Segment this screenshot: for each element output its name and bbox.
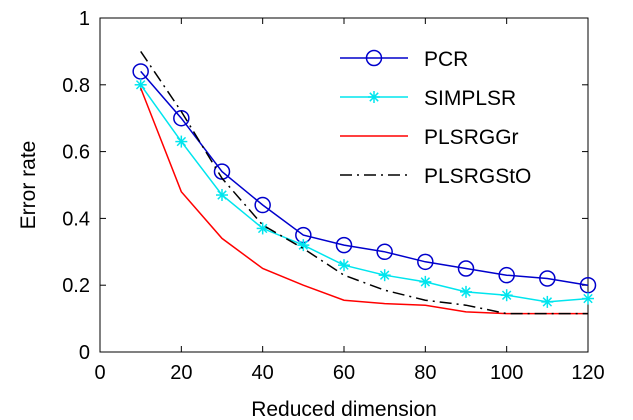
x-tick-label: 40	[252, 362, 274, 384]
x-tick-label: 0	[94, 362, 105, 384]
data-point-simplsr	[297, 239, 310, 252]
x-tick-label: 20	[170, 362, 192, 384]
y-tick-label: 0.8	[62, 75, 90, 97]
legend: PCR SIMPLSR PLSRGGr PLSRGStO	[340, 48, 531, 188]
y-tick-label: 0.4	[62, 208, 90, 230]
legend-marker-simplsr	[368, 91, 380, 103]
legend-label-simplsr: SIMPLSR	[424, 87, 516, 110]
data-point-simplsr	[582, 292, 594, 305]
data-point-pcr	[173, 109, 190, 127]
data-point-simplsr-stroke	[542, 297, 553, 307]
data-point-simplsr	[378, 269, 391, 282]
data-point-simplsr	[256, 222, 269, 235]
series-layer	[132, 50, 597, 315]
legend-item-plsrggr: PLSRGGr	[340, 126, 519, 149]
y-tick-label: 0	[79, 342, 90, 364]
y-axis-label: Error rate	[17, 141, 40, 230]
data-point-simplsr	[460, 285, 472, 298]
legend-marker-simplsr-stroke	[369, 92, 379, 102]
data-point-pcr	[254, 196, 271, 214]
y-tick-label: 0.2	[62, 275, 90, 297]
series-plsrgsto	[140, 50, 588, 315]
data-point-simplsr-stroke	[420, 277, 431, 287]
data-point-simplsr-stroke	[298, 240, 309, 250]
x-axis-label: Reduced dimension	[251, 398, 437, 420]
data-point-simplsr	[216, 189, 228, 202]
data-point-simplsr	[500, 289, 513, 302]
x-axis-ticks: 0 20 40 60 80 100 120	[94, 18, 605, 384]
y-tick-label: 1	[79, 8, 90, 30]
y-axis-ticks: 0 0.2 0.4 0.6 0.8 1	[62, 8, 588, 364]
data-point-simplsr-stroke	[217, 190, 227, 200]
legend-label-plsrggr: PLSRGGr	[424, 126, 519, 149]
legend-label-pcr: PCR	[424, 48, 468, 71]
data-point-simplsr	[175, 135, 188, 148]
series-line-plsrgsto	[140, 50, 588, 315]
x-tick-label: 120	[571, 362, 604, 384]
data-point-simplsr-stroke	[135, 80, 146, 90]
data-point-simplsr	[338, 259, 350, 272]
data-point-simplsr-stroke	[176, 136, 187, 147]
y-tick-label: 0.6	[62, 142, 90, 164]
data-point-simplsr-stroke	[501, 290, 512, 300]
data-point-pcr	[498, 266, 515, 284]
legend-item-pcr: PCR	[340, 48, 468, 71]
x-tick-label: 80	[414, 362, 436, 384]
x-tick-label: 100	[490, 362, 523, 384]
series-pcr	[132, 63, 597, 294]
legend-marker-pcr	[365, 49, 383, 67]
legend-item-plsrgsto: PLSRGStO	[340, 165, 531, 188]
legend-label-plsrgsto: PLSRGStO	[424, 165, 531, 188]
data-point-simplsr-stroke	[379, 270, 390, 280]
data-point-pcr	[457, 260, 475, 277]
data-point-simplsr-stroke	[583, 293, 593, 304]
data-point-pcr	[539, 270, 556, 287]
data-point-pcr	[376, 243, 393, 261]
data-point-simplsr-stroke	[461, 287, 471, 297]
series-plsrggr	[140, 87, 588, 315]
series-line-simplsr	[140, 84, 589, 303]
data-point-simplsr	[419, 275, 432, 288]
data-point-simplsr-stroke	[257, 223, 268, 234]
data-point-simplsr	[541, 295, 554, 308]
x-tick-label: 60	[333, 362, 355, 384]
data-point-pcr	[417, 253, 434, 271]
series-simplsr	[134, 78, 594, 308]
legend-item-simplsr: SIMPLSR	[340, 87, 516, 110]
series-line-plsrggr	[140, 87, 588, 315]
data-point-pcr	[335, 236, 353, 254]
data-point-simplsr-stroke	[339, 260, 349, 270]
